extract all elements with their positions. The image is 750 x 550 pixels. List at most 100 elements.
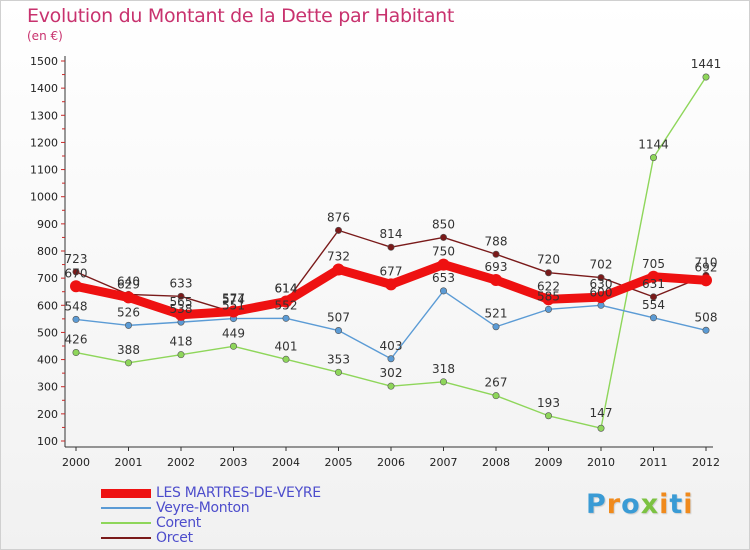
data-label: 574 <box>222 292 245 306</box>
y-tick-label: 800 <box>37 245 58 258</box>
data-label: 614 <box>275 281 298 295</box>
y-tick-label: 100 <box>37 435 58 448</box>
data-point <box>387 243 395 251</box>
data-point <box>647 270 660 283</box>
data-label: 653 <box>432 271 455 285</box>
data-point <box>490 274 502 287</box>
y-tick-label: 900 <box>37 218 58 231</box>
y-tick-label: 1500 <box>30 55 58 68</box>
data-point <box>230 342 238 350</box>
y-tick-label: 1100 <box>30 164 58 177</box>
x-tick-label: 2007 <box>430 456 458 469</box>
data-point <box>227 305 240 318</box>
x-tick-label: 2002 <box>167 456 195 469</box>
legend-label: LES MARTRES-DE-VEYRE <box>156 485 321 501</box>
data-point <box>439 233 447 241</box>
data-label: 705 <box>642 257 665 271</box>
proxiti-logo: Proxiti <box>586 489 694 520</box>
logo-letter: i <box>659 489 670 520</box>
data-point <box>72 268 80 276</box>
chart-title: Evolution du Montant de la Dette par Hab… <box>27 5 455 27</box>
data-label: 1441 <box>691 57 722 71</box>
data-label: 302 <box>380 366 403 380</box>
data-point <box>702 326 710 334</box>
data-label: 353 <box>327 352 350 366</box>
data-point <box>175 308 187 321</box>
data-point <box>387 355 395 363</box>
data-label: 585 <box>537 289 560 303</box>
data-label: 633 <box>170 276 193 290</box>
legend-label: Corent <box>156 515 201 531</box>
x-tick-label: 2010 <box>587 456 615 469</box>
data-label: 577 <box>222 292 245 306</box>
data-point <box>177 292 185 300</box>
data-label: 614 <box>275 281 298 295</box>
data-point <box>439 378 447 386</box>
y-tick-label: 1300 <box>30 109 58 122</box>
data-point <box>439 287 447 295</box>
logo-letter: t <box>669 489 684 520</box>
data-point <box>544 269 552 277</box>
data-point <box>597 424 605 432</box>
y-tick-label: 1200 <box>30 136 58 149</box>
y-tick-label: 200 <box>37 408 58 421</box>
data-point <box>595 291 607 304</box>
data-point <box>282 355 290 363</box>
data-label: 630 <box>590 277 613 291</box>
x-tick-label: 2000 <box>62 456 90 469</box>
x-tick-label: 2005 <box>325 456 353 469</box>
data-point <box>492 392 500 400</box>
data-label: 750 <box>432 245 455 259</box>
data-point <box>122 291 135 304</box>
data-point <box>125 321 133 329</box>
data-label: 788 <box>485 234 508 248</box>
data-label: 732 <box>327 249 350 263</box>
y-tick-label: 500 <box>37 326 58 339</box>
data-point <box>437 258 450 271</box>
x-tick-label: 2003 <box>220 456 248 469</box>
x-tick-label: 2012 <box>692 456 720 469</box>
data-point <box>280 295 292 308</box>
data-point <box>702 73 710 81</box>
data-point <box>492 250 500 258</box>
data-label: 147 <box>590 406 613 420</box>
data-label: 548 <box>65 299 88 313</box>
x-tick-label: 2004 <box>272 456 300 469</box>
data-point <box>334 327 342 335</box>
data-label: 551 <box>222 299 245 313</box>
data-label: 720 <box>537 253 560 267</box>
x-tick-label: 2001 <box>115 456 143 469</box>
data-label: 600 <box>590 285 613 299</box>
data-point <box>700 274 712 287</box>
legend-swatch <box>101 522 151 524</box>
data-point <box>492 323 500 331</box>
data-label: 710 <box>695 255 718 269</box>
data-label: 526 <box>117 305 140 319</box>
data-label: 193 <box>537 396 560 410</box>
y-tick-label: 400 <box>37 354 58 367</box>
data-label: 677 <box>380 264 403 278</box>
data-point <box>387 382 395 390</box>
logo-letter: x <box>640 489 660 520</box>
data-label: 693 <box>485 260 508 274</box>
data-label: 814 <box>380 227 403 241</box>
data-label: 401 <box>275 339 298 353</box>
data-label: 629 <box>117 277 140 291</box>
data-label: 876 <box>327 210 350 224</box>
legend-label: Veyre-Monton <box>156 500 250 516</box>
data-label: 565 <box>170 295 193 309</box>
data-label: 318 <box>432 362 455 376</box>
data-point <box>282 314 290 322</box>
data-label: 640 <box>117 274 140 288</box>
logo-letter: i <box>683 489 694 520</box>
data-point <box>649 293 657 301</box>
data-point <box>72 315 80 323</box>
data-label: 521 <box>485 307 508 321</box>
data-point <box>72 349 80 357</box>
legend-swatch <box>101 537 151 539</box>
data-point <box>332 263 345 276</box>
data-label: 388 <box>117 343 140 357</box>
data-label: 538 <box>170 302 193 316</box>
data-point <box>544 412 552 420</box>
